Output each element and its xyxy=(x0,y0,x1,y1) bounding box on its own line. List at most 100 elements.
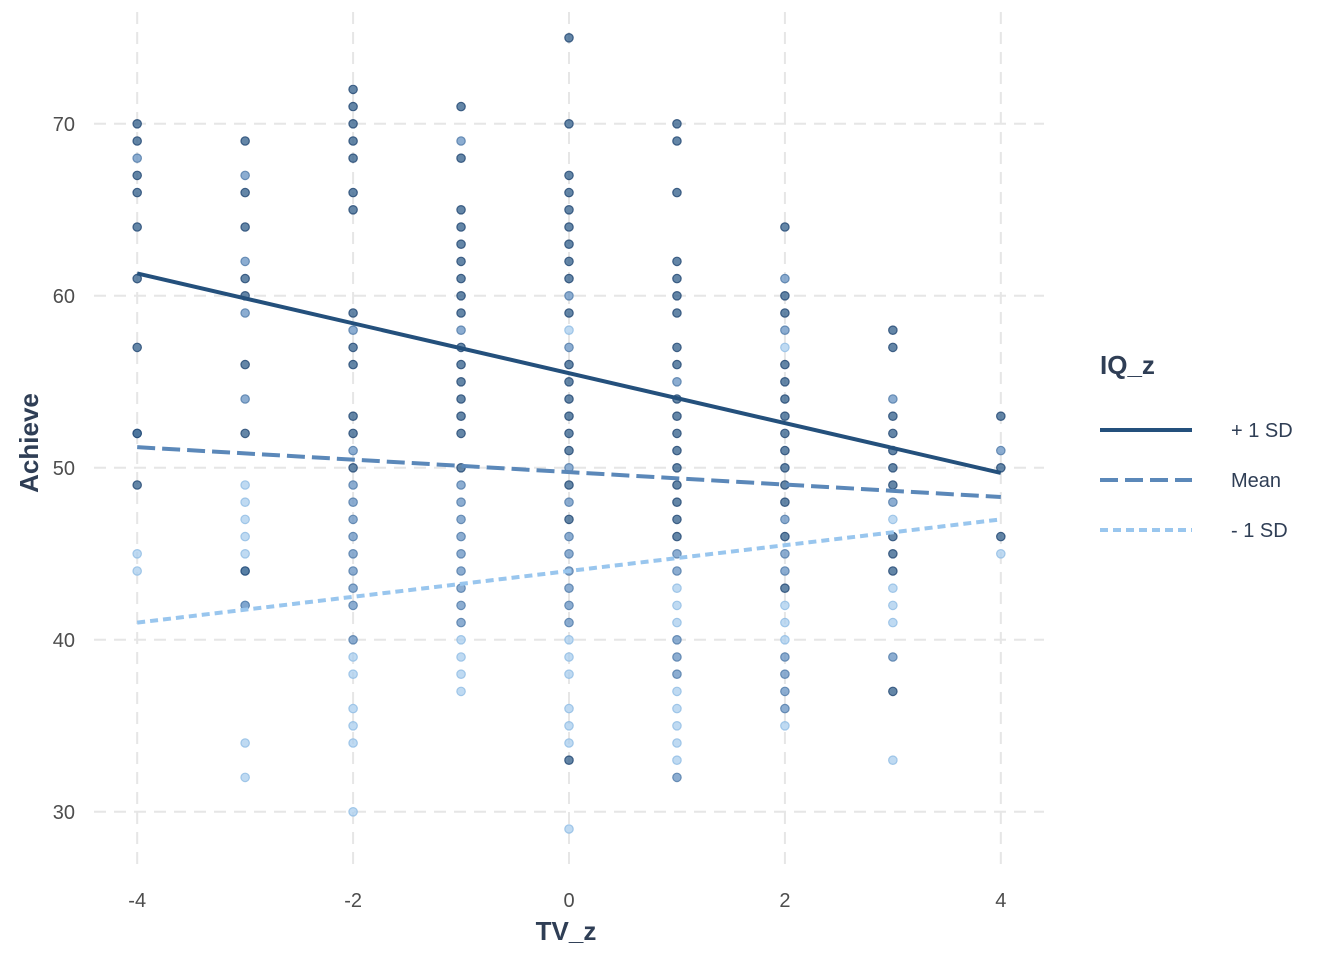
data-point xyxy=(564,376,574,387)
data-point xyxy=(456,531,466,542)
data-point xyxy=(672,514,682,525)
data-point xyxy=(348,720,358,731)
data-point xyxy=(780,394,790,404)
data-point xyxy=(456,669,466,679)
data-point xyxy=(240,256,250,267)
data-point xyxy=(672,720,682,731)
data-point xyxy=(456,256,466,267)
data-point xyxy=(348,136,358,146)
data-point xyxy=(348,428,358,439)
data-point xyxy=(888,480,898,490)
data-point xyxy=(348,153,358,163)
data-point xyxy=(348,84,358,95)
data-point xyxy=(672,755,682,765)
data-point xyxy=(564,428,574,439)
data-point xyxy=(672,531,682,542)
data-point xyxy=(132,136,142,146)
y-axis-title: Achieve xyxy=(14,393,44,493)
data-point xyxy=(456,480,466,490)
data-point xyxy=(456,566,466,576)
data-point xyxy=(132,566,142,576)
data-point xyxy=(780,652,790,662)
data-point xyxy=(564,669,574,679)
data-point xyxy=(348,634,358,645)
data-point xyxy=(564,239,574,249)
data-point xyxy=(564,548,574,559)
x-axis-title: TV_z xyxy=(536,916,597,946)
data-point xyxy=(672,652,682,662)
data-point xyxy=(564,703,574,714)
data-point xyxy=(348,325,358,335)
data-point xyxy=(780,514,790,525)
data-point xyxy=(348,652,358,662)
data-point xyxy=(348,101,358,112)
data-point xyxy=(672,566,682,576)
data-point xyxy=(456,600,466,611)
data-point xyxy=(780,359,790,370)
data-point xyxy=(564,824,574,834)
data-point xyxy=(672,342,682,353)
data-point xyxy=(564,755,574,765)
data-point xyxy=(780,445,790,456)
data-point xyxy=(996,445,1006,456)
data-point xyxy=(888,394,898,404)
y-tick-label: 50 xyxy=(53,458,75,480)
data-point xyxy=(672,119,682,129)
data-point xyxy=(240,187,250,198)
data-point xyxy=(348,548,358,559)
data-point xyxy=(780,669,790,679)
data-point xyxy=(240,170,250,181)
data-point xyxy=(564,290,574,301)
data-point xyxy=(348,342,358,353)
data-point xyxy=(672,445,682,456)
data-point xyxy=(240,359,250,370)
y-tick-labels: 30 40 50 60 70 xyxy=(53,114,75,824)
data-point xyxy=(564,531,574,542)
data-point xyxy=(564,205,574,215)
data-point xyxy=(780,634,790,645)
data-point xyxy=(780,376,790,387)
data-point xyxy=(888,617,898,628)
data-point xyxy=(672,359,682,370)
data-point xyxy=(240,772,250,783)
data-point xyxy=(456,514,466,525)
data-point xyxy=(564,273,574,284)
data-point xyxy=(888,566,898,576)
data-point xyxy=(780,273,790,284)
data-point xyxy=(132,170,142,181)
data-point xyxy=(996,531,1006,542)
data-point xyxy=(564,119,574,129)
data-point xyxy=(348,480,358,490)
data-point xyxy=(564,514,574,525)
data-point xyxy=(240,514,250,525)
data-point xyxy=(780,462,790,473)
data-point xyxy=(564,617,574,628)
data-point xyxy=(456,376,466,387)
data-point xyxy=(888,497,898,507)
data-point xyxy=(780,548,790,559)
data-point xyxy=(348,205,358,215)
data-point xyxy=(456,308,466,318)
data-point xyxy=(456,239,466,249)
data-point xyxy=(564,308,574,318)
data-point xyxy=(456,101,466,112)
series-line xyxy=(137,445,1001,500)
data-point xyxy=(780,583,790,593)
data-point xyxy=(672,411,682,421)
series-line xyxy=(136,271,1002,475)
data-point xyxy=(780,428,790,439)
data-point xyxy=(240,497,250,507)
data-point xyxy=(672,738,682,748)
data-point xyxy=(456,325,466,335)
data-point xyxy=(780,686,790,697)
data-point xyxy=(240,136,250,146)
y-tick-label: 30 xyxy=(53,802,75,824)
data-point xyxy=(672,256,682,267)
data-point xyxy=(780,222,790,232)
data-point xyxy=(564,497,574,507)
data-point xyxy=(996,411,1006,421)
data-point xyxy=(564,187,574,198)
data-point xyxy=(888,411,898,421)
x-tick-label: 0 xyxy=(563,890,574,912)
